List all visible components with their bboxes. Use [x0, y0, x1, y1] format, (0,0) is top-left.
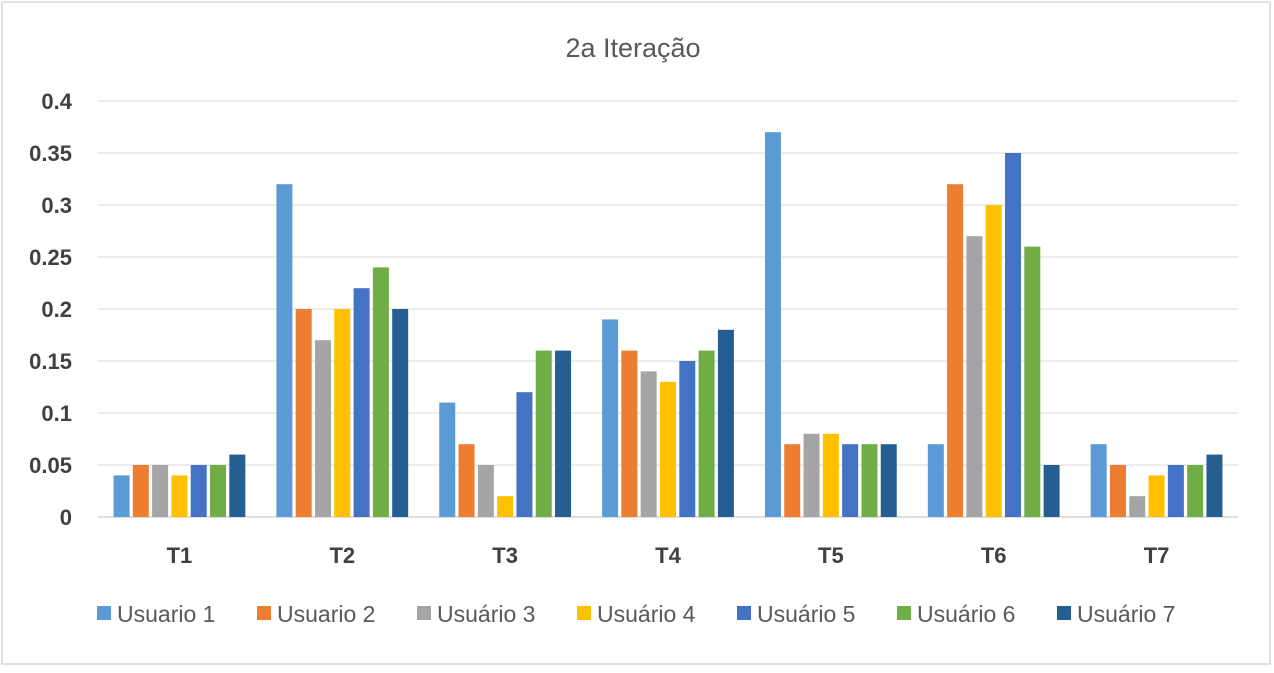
legend-swatch	[897, 606, 911, 620]
bar-t3-series-1	[439, 402, 456, 517]
legend-label: Usuário 4	[597, 601, 696, 627]
x-tick-label: T1	[167, 543, 193, 568]
y-tick-label: 0.35	[29, 141, 72, 166]
y-tick-label: 0.25	[29, 245, 72, 270]
bar-t2-series-2	[295, 309, 312, 517]
bar-t6-series-2	[947, 184, 964, 517]
legend-swatch	[737, 606, 751, 620]
bar-t1-series-3	[152, 465, 169, 517]
y-tick-label: 0.3	[41, 193, 72, 218]
x-tick-label: T2	[329, 543, 355, 568]
bar-t5-series-6	[861, 444, 878, 517]
bar-t1-series-6	[210, 465, 227, 517]
x-tick-label: T3	[492, 543, 518, 568]
bar-t3-series-7	[555, 350, 572, 517]
legend-label: Usuario 2	[277, 601, 375, 627]
bar-t3-series-5	[516, 392, 533, 517]
bar-t7-series-1	[1090, 444, 1107, 517]
y-axis-ticks: 0 0.05 0.1 0.15 0.2 0.25 0.3 0.35 0.4	[29, 89, 73, 530]
chart-title: 2a Iteração	[565, 33, 700, 63]
bar-t5-series-7	[880, 444, 897, 517]
bar-t3-series-6	[535, 350, 552, 517]
y-tick-label: 0.2	[41, 297, 72, 322]
bar-t5-series-1	[764, 132, 781, 517]
legend: Usuario 1 Usuario 2 Usuário 3 Usuário 4 Usuá…	[97, 601, 1175, 627]
y-tick-label: 0.4	[41, 89, 72, 114]
bar-t5-series-4	[822, 433, 839, 517]
x-axis-ticks: T1 T2 T3 T4 T5 T6 T7	[167, 543, 1170, 568]
bar-t4-series-4	[660, 381, 676, 517]
bar-t5-series-3	[803, 433, 820, 517]
bar-t2-series-6	[372, 267, 389, 517]
x-tick-label: T6	[981, 543, 1007, 568]
x-tick-label: T7	[1144, 543, 1170, 568]
legend-swatch	[417, 606, 431, 620]
legend-label: Usuário 7	[1077, 601, 1175, 627]
y-tick-label: 0.05	[29, 453, 72, 478]
bar-t7-series-5	[1167, 465, 1184, 517]
legend-label: Usuário 5	[757, 601, 855, 627]
bar-t7-series-2	[1109, 465, 1126, 517]
bars	[113, 132, 1223, 517]
bar-t7-series-6	[1187, 465, 1204, 517]
bar-t6-series-6	[1024, 246, 1041, 517]
bar-t2-series-5	[353, 288, 370, 517]
bar-t1-series-4	[171, 475, 188, 517]
legend-label: Usuário 6	[917, 601, 1015, 627]
legend-swatch	[257, 606, 271, 620]
bar-t3-series-2	[458, 444, 475, 517]
bar-t7-series-3	[1129, 496, 1146, 517]
bar-t2-series-4	[334, 309, 351, 517]
bar-t6-series-7	[1043, 465, 1060, 517]
bar-t4-series-1	[602, 319, 619, 517]
legend-swatch	[1057, 606, 1071, 620]
bar-t1-series-5	[190, 465, 207, 517]
bar-t5-series-5	[842, 444, 859, 517]
legend-swatch	[577, 606, 591, 620]
legend-label: Usuario 1	[117, 601, 215, 627]
bar-t1-series-7	[229, 454, 246, 517]
bar-t4-series-3	[640, 371, 657, 517]
bar-t5-series-2	[784, 444, 801, 517]
bar-t6-series-1	[927, 444, 944, 517]
bar-t6-series-4	[985, 205, 1002, 517]
bar-t6-series-5	[1005, 153, 1022, 517]
y-tick-label: 0.1	[41, 401, 72, 426]
bar-t1-series-2	[132, 465, 149, 517]
x-tick-label: T4	[655, 543, 681, 568]
bar-t6-series-3	[966, 236, 983, 517]
bar-t1-series-1	[113, 475, 130, 517]
bar-t7-series-7	[1206, 454, 1223, 517]
bar-t2-series-3	[314, 340, 331, 517]
bar-t4-series-2	[621, 350, 638, 517]
y-tick-label: 0.15	[29, 349, 72, 374]
bar-t4-series-7	[717, 329, 734, 517]
bar-t2-series-1	[276, 184, 293, 517]
y-tick-label: 0	[60, 505, 72, 530]
bar-t3-series-3	[477, 465, 494, 517]
x-tick-label: T5	[818, 543, 844, 568]
bar-t3-series-4	[497, 496, 514, 517]
bar-t2-series-7	[392, 309, 409, 517]
legend-label: Usuário 3	[437, 601, 535, 627]
legend-swatch	[97, 606, 111, 620]
bar-t4-series-6	[698, 350, 715, 517]
bar-t7-series-4	[1148, 475, 1165, 517]
bar-t4-series-5	[679, 361, 696, 517]
